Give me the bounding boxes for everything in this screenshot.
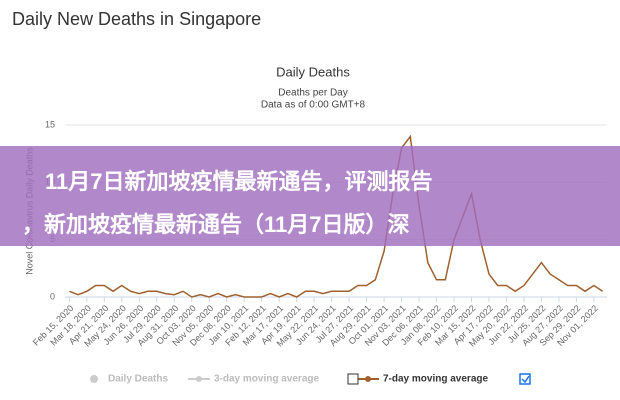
series-line [69, 134, 604, 298]
legend-label[interactable]: Daily Deaths [108, 374, 168, 385]
chart-title: Daily Deaths [276, 64, 350, 79]
legend: Daily Deaths 3-day moving average 7-day mo… [90, 373, 531, 385]
y-tick-label: 0 [50, 291, 55, 301]
checkbox[interactable] [347, 373, 359, 385]
legend-label[interactable]: 7-day moving average [383, 374, 488, 385]
checkbox-checked[interactable] [519, 373, 531, 385]
chart-subtitle: Deaths per Day [278, 88, 347, 99]
y-tick-label: 15 [45, 119, 55, 129]
checkmark [521, 375, 530, 384]
page-title: Daily New Deaths in Singapore [12, 9, 261, 29]
legend-symbol [90, 375, 98, 383]
chart-note: Data as of 0:00 GMT+8 [261, 100, 366, 111]
legend-label[interactable]: 3-day moving average [214, 374, 319, 385]
legend-symbol [365, 376, 371, 382]
overlay-text: 11月7日新加坡疫情最新通告，评测报告 [45, 169, 433, 194]
overlay-text: ，新加坡疫情最新通告（11月7日版）深 [22, 212, 410, 237]
overlay-banner [0, 146, 620, 246]
legend-symbol [196, 376, 202, 382]
